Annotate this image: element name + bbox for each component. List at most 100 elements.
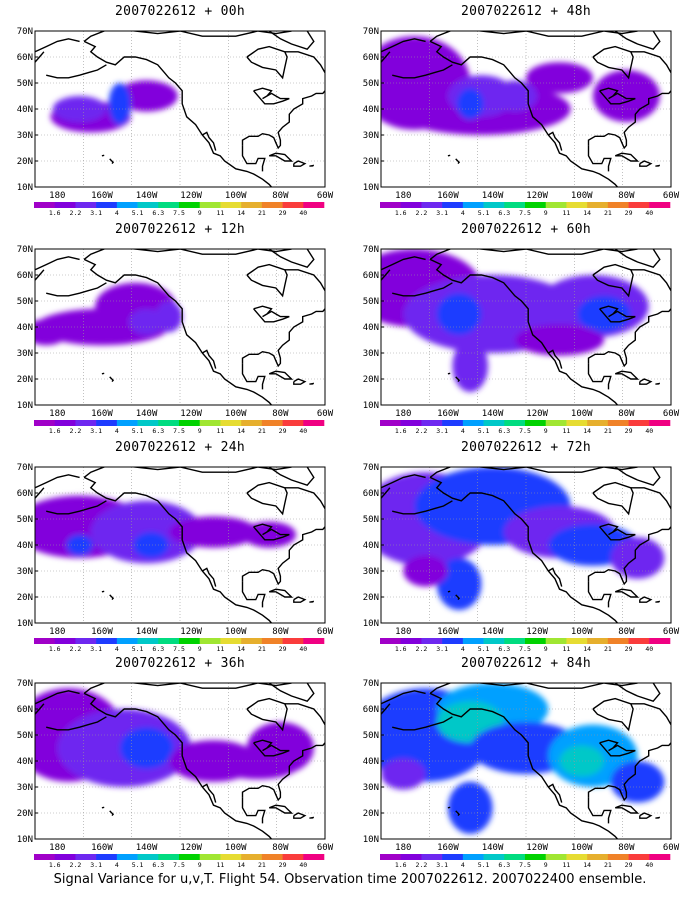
colorbar-label: 40 — [645, 645, 653, 653]
x-tick-label: 120W — [180, 627, 202, 637]
coastline — [46, 500, 107, 515]
colorbar-swatch — [504, 420, 526, 426]
colorbar-swatch — [241, 420, 263, 426]
colorbar-swatch — [545, 420, 567, 426]
colorbar-label: 3.1 — [436, 209, 448, 217]
y-tick-label: 30N — [17, 783, 33, 793]
coastline — [630, 269, 671, 301]
coastline — [268, 467, 315, 487]
coastline — [201, 349, 217, 369]
coastline — [241, 363, 266, 390]
y-tick-label: 10N — [17, 835, 33, 845]
coastline — [639, 160, 653, 167]
colorbar-label: 11 — [217, 209, 225, 217]
colorbar-swatch — [649, 420, 671, 426]
variance-region — [90, 500, 203, 564]
coastline — [599, 523, 636, 541]
y-tick-label: 40N — [17, 105, 33, 115]
colorbar-label: 9 — [198, 209, 202, 217]
x-tick-label: 140W — [136, 191, 158, 201]
colorbar-label: 9 — [544, 427, 548, 435]
coastline — [101, 372, 105, 375]
coastline — [599, 87, 636, 105]
coastline — [46, 282, 107, 297]
x-tick-label: 120W — [526, 627, 548, 637]
variance-region — [66, 534, 93, 556]
colorbar-label: 29 — [279, 209, 287, 217]
colorbar-swatch — [199, 638, 221, 644]
panel-title: 2007022612 + 84h — [460, 656, 592, 671]
y-tick-label: 50N — [363, 79, 379, 89]
colorbar-swatch — [282, 638, 304, 644]
variance-region — [436, 293, 482, 335]
colorbar-swatch — [137, 854, 159, 860]
colorbar-swatch — [587, 420, 609, 426]
colorbar-label: 2.2 — [70, 427, 82, 435]
y-tick-label: 50N — [363, 731, 379, 741]
y-tick-label: 20N — [17, 809, 33, 819]
colorbar-label: 5.1 — [478, 645, 490, 653]
colorbar-swatch — [525, 202, 547, 208]
x-tick-label: 140W — [482, 409, 504, 419]
coastline — [587, 742, 671, 802]
coastline — [599, 305, 636, 323]
y-tick-label: 10N — [17, 401, 33, 411]
colorbar-label: 14 — [237, 427, 245, 435]
colorbar-label: 6.3 — [498, 645, 510, 653]
coastline — [587, 363, 612, 390]
colorbar-swatch — [179, 420, 201, 426]
y-tick-label: 40N — [17, 541, 33, 551]
coastline — [381, 256, 426, 271]
colorbar-label: 40 — [299, 427, 307, 435]
coastline — [35, 256, 80, 271]
colorbar-swatch — [96, 202, 118, 208]
colorbar-label: 4 — [461, 861, 465, 869]
colorbar-swatch — [158, 854, 180, 860]
panel-title: 2007022612 + 24h — [114, 440, 246, 455]
colorbar-label: 2.2 — [70, 645, 82, 653]
colorbar-label: 2.2 — [416, 645, 428, 653]
colorbar-swatch — [380, 420, 402, 426]
map-panel: 2007022612 + 12h 70N 60N 50N 40N 30N 20N 10N 180… — [10, 222, 350, 440]
coastline — [392, 282, 453, 297]
colorbar-swatch — [504, 202, 526, 208]
colorbar-swatch — [282, 420, 304, 426]
coastline — [268, 588, 294, 598]
coastline — [109, 594, 115, 601]
x-tick-label: 100W — [571, 627, 593, 637]
y-tick-label: 40N — [17, 757, 33, 767]
y-tick-label: 30N — [363, 349, 379, 359]
colorbar-swatch — [649, 854, 671, 860]
x-tick-label: 180 — [395, 843, 411, 853]
coastline — [246, 481, 288, 516]
colorbar-swatch — [75, 854, 97, 860]
colorbar-label: 5.1 — [478, 209, 490, 217]
x-tick-label: 100W — [225, 627, 247, 637]
coastline — [614, 152, 640, 162]
coastline — [246, 697, 288, 732]
colorbar-label: 1.6 — [395, 645, 407, 653]
colorbar-swatch — [137, 420, 159, 426]
x-tick-label: 160W — [91, 627, 113, 637]
colorbar-swatch — [649, 638, 671, 644]
x-tick-label: 60W — [663, 843, 680, 853]
coastline — [447, 372, 451, 375]
colorbar-label: 6.3 — [498, 209, 510, 217]
map-plot: 70N 60N 50N 40N 30N 20N 10N 180 160W 140W 120W 100W… — [17, 463, 334, 653]
colorbar-label: 6.3 — [152, 209, 164, 217]
colorbar-label: 11 — [563, 427, 571, 435]
y-tick-label: 50N — [363, 515, 379, 525]
colorbar-label: 3.1 — [436, 427, 448, 435]
colorbar-swatch — [587, 638, 609, 644]
colorbar-swatch — [462, 202, 484, 208]
coastline — [429, 692, 619, 839]
y-tick-label: 50N — [363, 297, 379, 307]
coastline — [268, 370, 294, 380]
y-tick-label: 60N — [363, 53, 379, 63]
x-tick-label: 100W — [571, 843, 593, 853]
colorbar-label: 4 — [115, 861, 119, 869]
coastline — [241, 90, 325, 150]
coastline — [83, 476, 273, 623]
x-tick-label: 100W — [571, 191, 593, 201]
coastline — [83, 258, 273, 405]
